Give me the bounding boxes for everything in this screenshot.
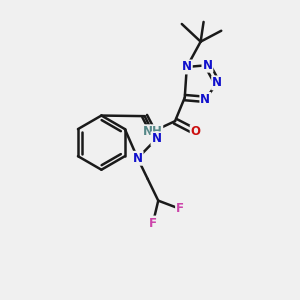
Text: NH: NH xyxy=(142,125,162,138)
Text: N: N xyxy=(182,61,192,74)
Text: N: N xyxy=(212,76,222,89)
Text: O: O xyxy=(190,125,201,138)
Text: F: F xyxy=(176,202,184,215)
Text: N: N xyxy=(152,132,161,145)
Text: N: N xyxy=(200,93,210,106)
Text: N: N xyxy=(133,152,142,165)
Text: F: F xyxy=(149,217,157,230)
Text: N: N xyxy=(202,59,212,72)
